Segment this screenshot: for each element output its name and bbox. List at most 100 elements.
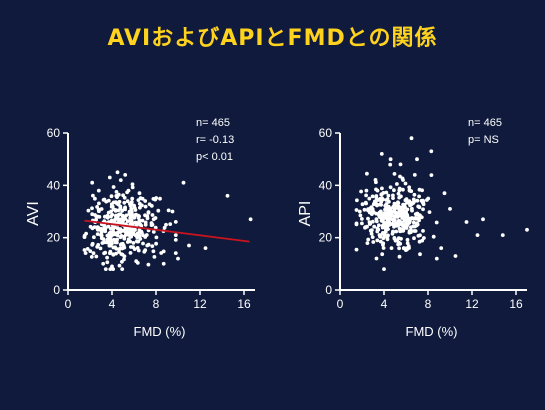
- data-point: [136, 213, 141, 218]
- data-point: [481, 217, 485, 222]
- data-point: [380, 216, 385, 220]
- data-point: [403, 198, 408, 203]
- data-point: [138, 237, 143, 241]
- data-point: [391, 196, 395, 201]
- data-point: [365, 171, 369, 176]
- data-point: [103, 250, 108, 255]
- data-point: [134, 233, 139, 238]
- data-point: [370, 219, 375, 224]
- data-point: [391, 193, 395, 198]
- data-point: [118, 178, 123, 183]
- data-point: [358, 213, 363, 218]
- data-point: [378, 196, 383, 201]
- data-point: [525, 227, 529, 232]
- stat-label: n= 465: [196, 117, 230, 129]
- data-point: [107, 175, 112, 180]
- data-point: [103, 267, 108, 271]
- data-point: [429, 173, 434, 178]
- data-point: [114, 190, 119, 194]
- data-point: [377, 223, 381, 228]
- data-point: [132, 247, 137, 252]
- data-point: [381, 246, 386, 250]
- data-point: [117, 227, 121, 232]
- x-axis-label: FMD (%): [406, 324, 458, 339]
- data-point: [97, 201, 101, 206]
- data-point: [380, 252, 385, 257]
- data-point: [370, 212, 374, 217]
- data-point: [369, 231, 374, 236]
- data-point: [122, 254, 127, 259]
- data-point: [417, 194, 421, 199]
- data-point: [381, 231, 385, 235]
- data-point: [105, 233, 110, 238]
- data-point: [89, 255, 94, 259]
- data-point: [173, 251, 178, 256]
- regression-line: [84, 219, 250, 243]
- data-point: [161, 261, 166, 266]
- data-point: [137, 228, 142, 233]
- data-point: [374, 217, 379, 222]
- data-point: [411, 224, 416, 229]
- data-point: [401, 228, 406, 233]
- data-point: [109, 240, 114, 244]
- data-point: [149, 204, 154, 208]
- data-point: [400, 220, 404, 225]
- y-tick-label: 20: [47, 231, 61, 245]
- data-point: [181, 180, 186, 185]
- data-point: [390, 213, 394, 218]
- data-point: [143, 235, 148, 239]
- data-point: [90, 206, 94, 211]
- data-point: [378, 233, 382, 238]
- data-point: [375, 226, 380, 231]
- y-tick-label: 0: [53, 283, 60, 297]
- data-point: [415, 221, 419, 226]
- data-point: [405, 241, 410, 246]
- data-point: [203, 246, 208, 251]
- data-point: [173, 233, 178, 238]
- data-point: [371, 240, 376, 244]
- data-point: [403, 225, 407, 230]
- x-tick-label: 0: [337, 297, 344, 311]
- data-point: [146, 262, 151, 267]
- data-point: [412, 236, 416, 241]
- data-point: [156, 208, 161, 213]
- data-point: [225, 193, 230, 198]
- data-point: [386, 233, 390, 238]
- data-point: [439, 246, 444, 251]
- data-point: [391, 229, 395, 234]
- data-point: [140, 203, 144, 208]
- data-point: [374, 256, 379, 261]
- data-point: [102, 240, 107, 245]
- data-point: [99, 236, 104, 241]
- data-point: [380, 186, 384, 191]
- data-point: [395, 182, 399, 186]
- x-tick-label: 16: [237, 297, 251, 311]
- data-point: [90, 180, 95, 185]
- x-tick-label: 4: [109, 297, 116, 311]
- data-point: [94, 254, 99, 259]
- data-point: [85, 247, 90, 251]
- data-point: [118, 246, 123, 251]
- data-point: [91, 193, 95, 198]
- data-point: [83, 251, 88, 256]
- data-point: [125, 231, 130, 236]
- data-point: [115, 237, 119, 242]
- data-point: [133, 208, 138, 212]
- data-point: [448, 207, 452, 211]
- data-point: [386, 193, 391, 198]
- data-point: [398, 229, 403, 234]
- data-point: [105, 260, 110, 265]
- data-point: [382, 234, 387, 239]
- data-point: [359, 189, 363, 194]
- data-point: [120, 217, 124, 222]
- data-point: [131, 241, 136, 245]
- api-scatter-chart: 0 20 40 60 0 4 8 12 16 FMD (%) API n= 465 p= NS: [297, 117, 529, 339]
- data-point: [122, 245, 127, 250]
- data-point: [422, 236, 426, 240]
- data-point: [120, 267, 125, 271]
- data-point: [108, 251, 112, 256]
- data-point: [99, 233, 103, 238]
- data-point: [431, 234, 436, 239]
- data-point: [429, 149, 434, 154]
- data-point: [94, 217, 98, 222]
